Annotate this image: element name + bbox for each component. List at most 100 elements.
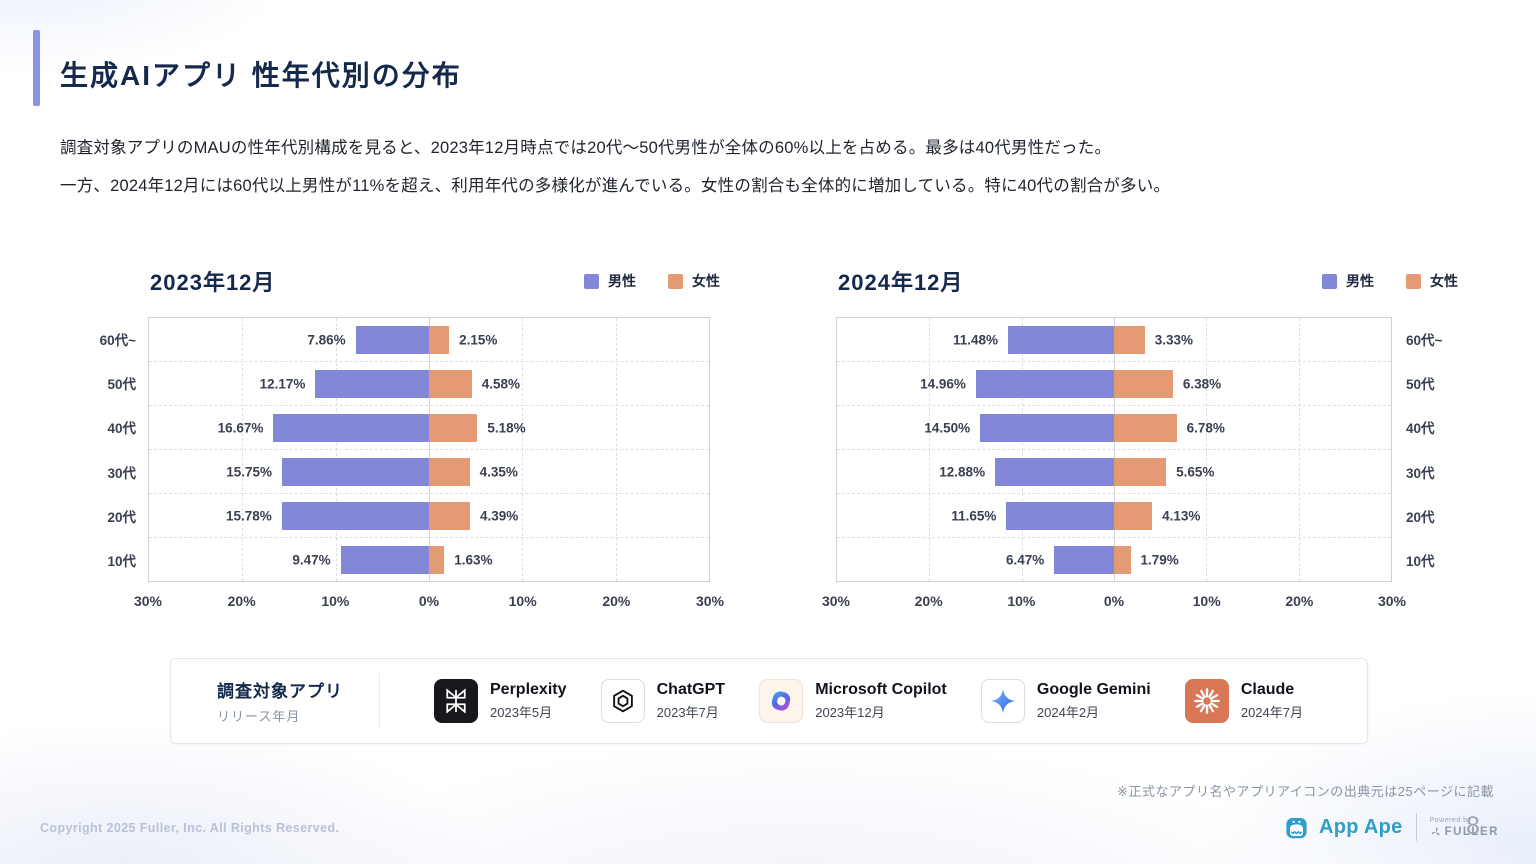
female-value-label: 4.58%	[481, 376, 521, 391]
male-value-label: 7.86%	[307, 332, 346, 347]
x-tick-label: 30%	[821, 593, 851, 609]
brand-separator	[1415, 813, 1417, 841]
plot-area: 11.48% 3.33% 14.96% 6.38% 14.50% 6.78% 12.88% 5…	[836, 317, 1392, 582]
app-items: Perplexity 2023年5月 ChatGPT 2023年7月	[380, 679, 1367, 723]
x-tick-label: 30%	[1377, 593, 1407, 609]
chart-row: 14.50% 6.78%	[837, 405, 1391, 449]
app-name: Microsoft Copilot	[815, 681, 947, 698]
age-label: 20代	[107, 509, 136, 525]
female-bar	[429, 325, 450, 354]
x-tick-label: 0%	[1103, 593, 1125, 609]
legend-female-label: 女性	[692, 273, 720, 289]
female-bar	[1114, 501, 1153, 530]
page-number: 8	[1466, 812, 1480, 840]
female-bar	[1114, 369, 1173, 398]
female-bar	[429, 369, 472, 398]
apps-label-sub: リリース年月	[217, 709, 301, 724]
google-gemini-icon	[980, 679, 1025, 723]
chart-row: 11.48% 3.33%	[837, 318, 1391, 361]
female-value-label: 6.78%	[1186, 420, 1225, 435]
app-item-perplexity: Perplexity 2023年5月	[434, 679, 566, 723]
x-tick-label: 10%	[1192, 593, 1221, 609]
female-value-label: 4.35%	[479, 464, 518, 479]
age-label: 60代~	[99, 333, 136, 349]
male-value-label: 6.47%	[1005, 552, 1045, 567]
x-axis: 30% 20% 10% 0% 10% 20% 30%	[134, 582, 724, 618]
body-text-line1: 調査対象アプリのMAUの性年代別構成を見ると、2023年12月時点では20代〜5…	[60, 139, 1112, 157]
x-tick-label: 30%	[133, 593, 163, 609]
female-bar	[1114, 325, 1145, 354]
female-bar	[1114, 545, 1131, 574]
male-bar	[975, 369, 1114, 398]
chart-title-2024: 2024年12月	[838, 270, 964, 295]
brand-footer: App Ape Powered by FULLER	[1283, 813, 1499, 841]
title-accent-bar	[33, 30, 40, 106]
age-label: 10代	[1406, 553, 1435, 569]
female-value-label: 6.38%	[1182, 376, 1222, 391]
female-bar	[429, 501, 470, 530]
x-tick-label: 10%	[321, 593, 350, 609]
male-bar	[1008, 325, 1114, 354]
fuller-name: FULLER	[1444, 825, 1499, 838]
x-tick-label: 30%	[695, 593, 725, 609]
perplexity-icon	[434, 679, 478, 723]
chart-row: 12.17% 4.58%	[149, 361, 709, 405]
surveyed-apps-panel: 調査対象アプリ リリース年月 Perplexity 2023年5月	[170, 658, 1368, 744]
apps-divider	[379, 673, 380, 729]
female-value-label: 4.13%	[1162, 508, 1201, 523]
legend-female-swatch	[1406, 273, 1421, 289]
app-release: 2023年7月	[656, 705, 719, 720]
app-item-google-gemini: Google Gemini 2024年2月	[980, 679, 1151, 723]
female-bar	[429, 545, 445, 574]
chart-row: 15.75% 4.35%	[149, 449, 709, 493]
x-tick-label: 10%	[1007, 593, 1036, 609]
male-value-label: 12.88%	[939, 464, 986, 479]
chart-2023-12: 2023年12月 男性 女性 60代~ 50代 40代 30代 20代 10代 7.86%…	[98, 261, 724, 618]
male-bar	[995, 457, 1114, 486]
app-item-chatgpt: ChatGPT 2023年7月	[600, 679, 725, 723]
x-tick-label: 20%	[1285, 593, 1314, 609]
age-label: 40代	[107, 421, 136, 437]
chart-legend: 男性 女性	[1322, 271, 1458, 291]
app-name: Claude	[1240, 681, 1295, 698]
chart-row: 9.47% 1.63%	[149, 537, 709, 581]
legend-female-label: 女性	[1430, 273, 1458, 289]
apps-label: 調査対象アプリ リリース年月	[217, 677, 353, 725]
app-name: Google Gemini	[1036, 681, 1151, 698]
male-value-label: 11.48%	[952, 332, 999, 347]
chart-title-2023: 2023年12月	[150, 270, 276, 295]
age-label: 30代	[107, 465, 136, 481]
female-bar	[429, 457, 470, 486]
female-value-label: 4.39%	[479, 508, 519, 523]
female-value-label: 2.15%	[459, 332, 498, 347]
male-value-label: 11.65%	[951, 508, 997, 523]
app-release: 2023年5月	[490, 705, 553, 720]
male-value-label: 15.78%	[225, 508, 272, 523]
age-axis: 60代~ 50代 40代 30代 20代 10代	[1392, 317, 1442, 582]
female-bar	[1114, 413, 1177, 442]
body-text-line2: 一方、2024年12月には60代以上男性が11%を超え、利用年代の多様化が進んで…	[60, 177, 1171, 195]
age-axis: 60代~ 50代 40代 30代 20代 10代	[98, 317, 148, 582]
male-bar	[273, 413, 429, 442]
source-note: ※正式なアプリ名やアプリアイコンの出典元は25ページに記載	[1117, 784, 1494, 799]
age-label: 20代	[1406, 509, 1435, 525]
brand-name: App Ape	[1319, 815, 1403, 838]
chart-2024-12: 2024年12月 男性 女性 60代~ 50代 40代 30代 20代 10代 11.48…	[822, 261, 1458, 618]
x-axis: 30% 20% 10% 0% 10% 20% 30%	[822, 582, 1406, 618]
fuller-logo-icon	[1431, 827, 1440, 835]
male-value-label: 16.67%	[217, 420, 264, 435]
chart-row: 11.65% 4.13%	[837, 493, 1391, 537]
x-tick-label: 20%	[227, 593, 256, 609]
chatgpt-icon	[600, 679, 645, 723]
app-item-claude: Claude 2024年7月	[1184, 679, 1303, 723]
female-value-label: 5.18%	[487, 420, 526, 435]
female-bar	[1114, 457, 1167, 486]
male-bar	[980, 413, 1114, 442]
age-label: 50代	[1406, 377, 1435, 393]
male-value-label: 14.96%	[920, 376, 966, 391]
male-bar	[340, 545, 429, 574]
legend-male-label: 男性	[1346, 273, 1374, 289]
x-tick-label: 10%	[508, 593, 537, 609]
x-tick-label: 20%	[914, 593, 943, 609]
